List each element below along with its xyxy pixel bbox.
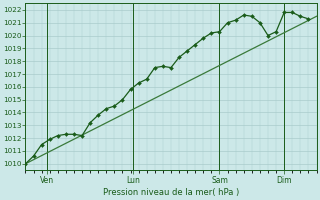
X-axis label: Pression niveau de la mer( hPa ): Pression niveau de la mer( hPa ) bbox=[103, 188, 239, 197]
